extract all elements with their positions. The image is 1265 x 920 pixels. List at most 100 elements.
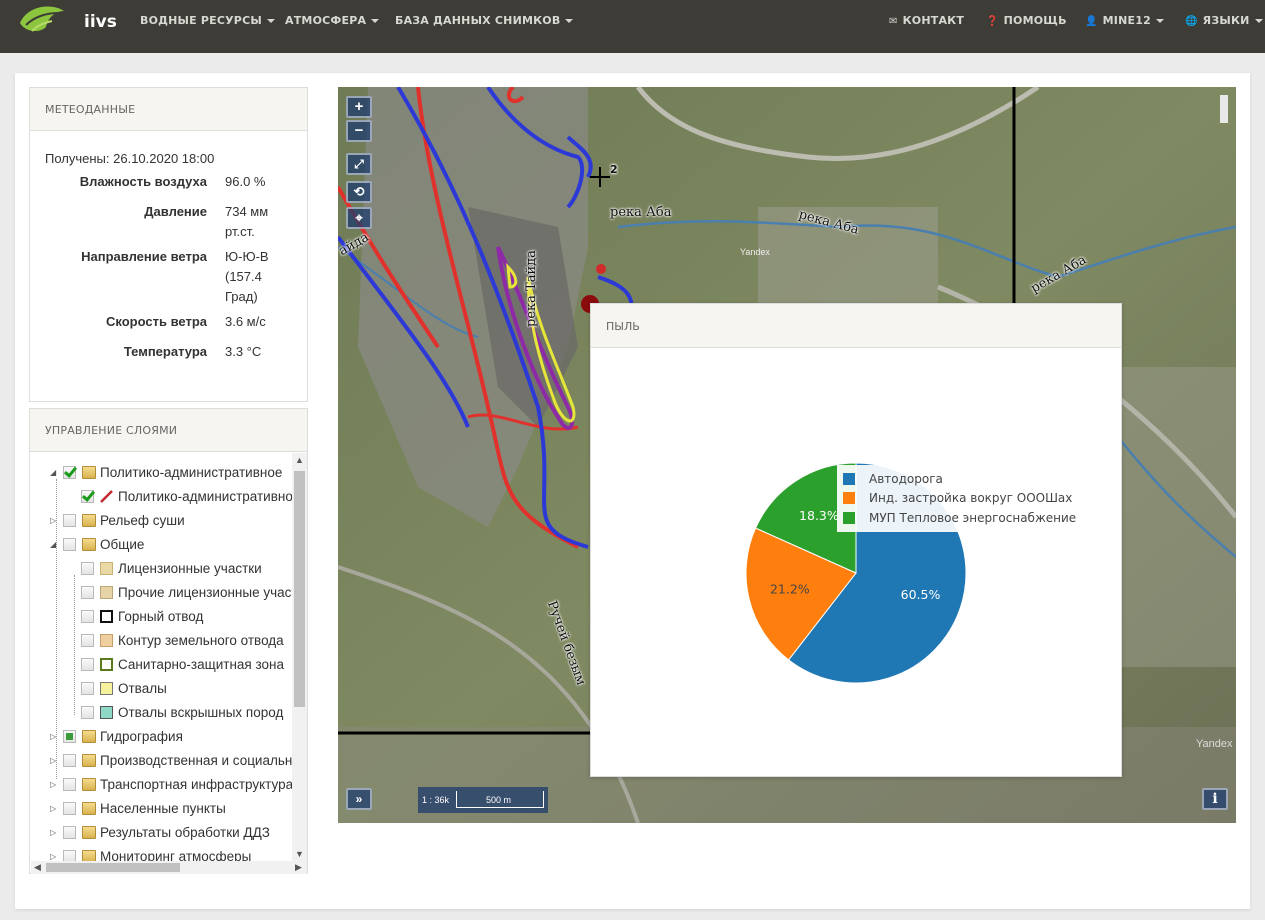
layer-node[interactable]: Санитарно-защитная зона [81, 654, 284, 674]
layer-node[interactable]: Отвалы [81, 678, 167, 698]
chevron-down-icon [1155, 19, 1164, 23]
layer-node[interactable]: Отвалы вскрышных пород [81, 702, 283, 722]
legend-label: Инд. застройка вокруг ОООШах [869, 491, 1073, 506]
brand-name[interactable]: iivs [84, 12, 117, 32]
overburden-dumps-swatch [100, 705, 113, 719]
tree-guide [74, 575, 75, 715]
layers-panel-title: УПРАВЛЕНИЕ СЛОЯМИ [30, 409, 307, 452]
tree-collapsed-icon[interactable]: ▷ [50, 731, 57, 741]
layer-checkbox[interactable] [81, 681, 94, 695]
layer-node[interactable]: ▷ Рельеф суши [50, 510, 185, 530]
layer-checkbox[interactable] [81, 585, 94, 599]
tree-collapsed-icon[interactable]: ▷ [50, 779, 57, 789]
folder-icon [82, 513, 96, 527]
zoom-in-button[interactable]: + [346, 96, 372, 118]
layer-checkbox[interactable] [63, 465, 76, 479]
pie-chart: 60.5% 21.2% 18.3% [745, 462, 967, 684]
layer-node[interactable]: ▷ Населенные пункты [50, 798, 226, 818]
layer-label: Населенные пункты [100, 800, 226, 816]
info-button[interactable]: i [1202, 788, 1228, 810]
rotate-button[interactable]: ⟲ [346, 181, 372, 203]
scale-line [456, 791, 544, 808]
fullscreen-button[interactable]: ⤢ [346, 153, 372, 175]
scrollbar-thumb[interactable] [294, 471, 305, 707]
layer-node[interactable]: Политико-административное [81, 486, 293, 506]
nav-atmosphere[interactable]: АТМОСФЕРА [285, 14, 380, 27]
scroll-right-icon[interactable]: ▶ [295, 862, 302, 872]
layer-checkbox[interactable] [63, 513, 76, 527]
layer-node[interactable]: ◢ Общие [50, 534, 144, 554]
layer-tree-horizontal-scrollbar[interactable]: ◀ ▶ [31, 861, 307, 874]
layer-node[interactable]: ▷ Производственная и социальная [50, 750, 293, 770]
map-marker-number: 2 [610, 163, 618, 176]
scroll-down-icon[interactable]: ▼ [295, 849, 304, 859]
layer-tree-vertical-scrollbar[interactable]: ▲ ▼ [292, 453, 307, 863]
sanitary-zone-swatch [100, 657, 113, 671]
legend-entry[interactable]: МУП Тепловое энергоснабжение [843, 508, 1076, 528]
tree-collapsed-icon[interactable]: ▷ [50, 851, 57, 861]
meteo-label: Температура [123, 344, 207, 359]
layer-checkbox[interactable] [81, 633, 94, 647]
layer-checkbox[interactable] [81, 561, 94, 575]
expand-icon: ⤢ [354, 157, 364, 171]
nav-user[interactable]: 👤 MINE12 [1085, 14, 1164, 27]
layer-checkbox[interactable] [81, 609, 94, 623]
zoom-out-button[interactable]: − [346, 120, 372, 142]
other-license-swatch [100, 585, 113, 599]
overview-toggle-button[interactable]: » [346, 788, 372, 810]
layer-checkbox[interactable] [81, 489, 94, 503]
layer-checkbox[interactable] [63, 537, 76, 551]
tree-expanded-icon[interactable]: ◢ [50, 539, 57, 549]
nav-languages[interactable]: 🌐 ЯЗЫКИ [1185, 14, 1263, 27]
scroll-left-icon[interactable]: ◀ [34, 862, 41, 872]
layer-checkbox[interactable] [63, 825, 76, 839]
layer-checkbox[interactable] [63, 801, 76, 815]
layer-node[interactable]: ▷ Транспортная инфраструктура [50, 774, 293, 794]
layer-label: Гидрография [100, 728, 183, 744]
chevron-down-icon [371, 19, 380, 23]
scale-ratio: 1 : 36k [422, 795, 450, 805]
scrollbar-thumb[interactable] [46, 863, 180, 872]
legend-label: МУП Тепловое энергоснабжение [869, 510, 1077, 525]
layer-node[interactable]: Лицензионные участки [81, 558, 262, 578]
meteo-label: Давление [144, 204, 207, 219]
locate-button[interactable]: ⌖ [346, 207, 372, 229]
nav-help[interactable]: ❓ ПОМОЩЬ [986, 14, 1067, 27]
pie-slice-label-0: 60.5% [901, 587, 941, 602]
layers-panel: УПРАВЛЕНИЕ СЛОЯМИ ◢ Политико-администрати… [29, 408, 308, 874]
legend-swatch [843, 472, 855, 485]
globe-icon: 🌐 [1185, 16, 1198, 27]
legend-entry[interactable]: Автодорога [843, 469, 1076, 489]
nav-label: MINE12 [1102, 14, 1151, 27]
question-circle-icon: ❓ [986, 16, 999, 27]
layer-checkbox[interactable] [81, 657, 94, 671]
layer-checkbox[interactable] [81, 705, 94, 719]
layer-node[interactable]: ◢ Политико-административное [50, 462, 282, 482]
tree-collapsed-icon[interactable]: ▷ [50, 827, 57, 837]
nav-contact[interactable]: ✉ КОНТАКТ [889, 14, 964, 27]
pie-slice-2[interactable] [754, 462, 857, 574]
layer-label: Лицензионные участки [118, 560, 262, 576]
map-scroll-handle[interactable] [1220, 95, 1228, 123]
tree-collapsed-icon[interactable]: ▷ [50, 515, 57, 525]
tree-expanded-icon[interactable]: ◢ [50, 467, 57, 477]
layer-node[interactable]: Горный отвод [81, 606, 203, 626]
layer-node[interactable]: ▷ Гидрография [50, 726, 183, 746]
layer-checkbox[interactable] [63, 777, 76, 791]
tree-collapsed-icon[interactable]: ▷ [50, 755, 57, 765]
mining-allotment-swatch [100, 609, 113, 623]
layer-node[interactable]: ▷ Результаты обработки ДДЗ [50, 822, 270, 842]
nav-water-resources[interactable]: ВОДНЫЕ РЕСУРСЫ [140, 14, 275, 27]
scale-bar: 1 : 36k 500 m [418, 787, 548, 813]
layer-node[interactable]: Контур земельного отвода [81, 630, 284, 650]
scroll-up-icon[interactable]: ▲ [295, 455, 304, 465]
layer-node[interactable]: Прочие лицензионные участки [81, 582, 293, 602]
layer-node[interactable]: ▷ Мониторинг атмосферы [50, 846, 251, 864]
layer-checkbox[interactable] [63, 753, 76, 767]
tree-collapsed-icon[interactable]: ▷ [50, 803, 57, 813]
layer-checkbox[interactable] [63, 729, 76, 743]
brand-logo[interactable] [18, 0, 66, 40]
nav-image-database[interactable]: БАЗА ДАННЫХ СНИМКОВ [395, 14, 574, 27]
legend-entry[interactable]: Инд. застройка вокруг ОООШах [843, 489, 1076, 509]
layer-label: Производственная и социальная [100, 752, 293, 768]
